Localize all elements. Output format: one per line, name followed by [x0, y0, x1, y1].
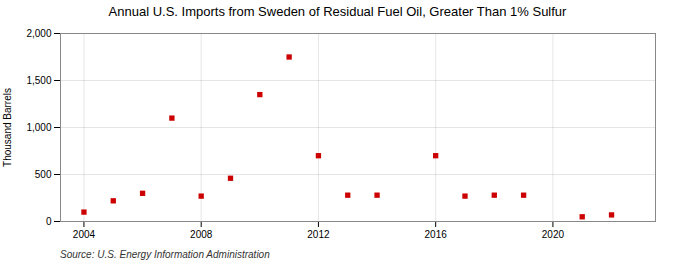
svg-text:2016: 2016 — [425, 229, 448, 240]
svg-text:Thousand Barrels: Thousand Barrels — [2, 88, 13, 167]
svg-text:1,500: 1,500 — [26, 75, 51, 86]
svg-text:500: 500 — [35, 169, 52, 180]
svg-text:2008: 2008 — [190, 229, 213, 240]
html-text:Annual U.S. Imports from Swede: Annual U.S. Imports from Sweden of Resid… — [108, 4, 567, 19]
html-text:Source: U.S. Energy Informatio: Source: U.S. Energy Information Administ… — [60, 249, 270, 260]
svg-text:1,000: 1,000 — [26, 122, 51, 133]
svg-text:2004: 2004 — [73, 229, 96, 240]
svg-text:2012: 2012 — [307, 229, 330, 240]
svg-text:2,000: 2,000 — [26, 28, 51, 39]
svg-text:2020: 2020 — [542, 229, 565, 240]
svg-text:0: 0 — [46, 216, 52, 227]
